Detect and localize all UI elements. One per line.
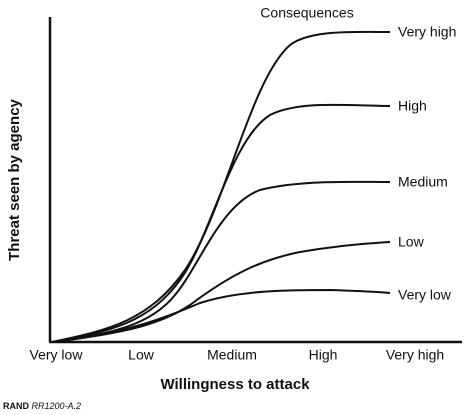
credit-org: RAND [3,401,29,411]
curve-high [51,103,391,343]
credit: RAND RR1200-A.2 [3,401,81,411]
curve-label: Very low [398,287,452,303]
x-tick-label: High [309,347,338,363]
legend-title: Consequences [260,5,353,21]
curve-medium [51,180,391,343]
curve-low [51,241,391,343]
curve-label: Very high [398,24,456,40]
curve-label: Medium [398,174,448,190]
curve-very-high [51,30,391,343]
x-tick-label: Low [128,347,155,363]
x-axis-label: Willingness to attack [160,376,310,393]
curve-label: High [398,98,427,114]
curve-very-low [51,288,391,343]
credit-code: RR1200-A.2 [32,401,82,411]
x-tick-label: Very low [30,347,84,363]
x-tick-label: Medium [207,347,257,363]
x-tick-label: Very high [386,347,444,363]
curve-label: Low [398,234,425,250]
y-axis-label: Threat seen by agency [6,98,23,260]
